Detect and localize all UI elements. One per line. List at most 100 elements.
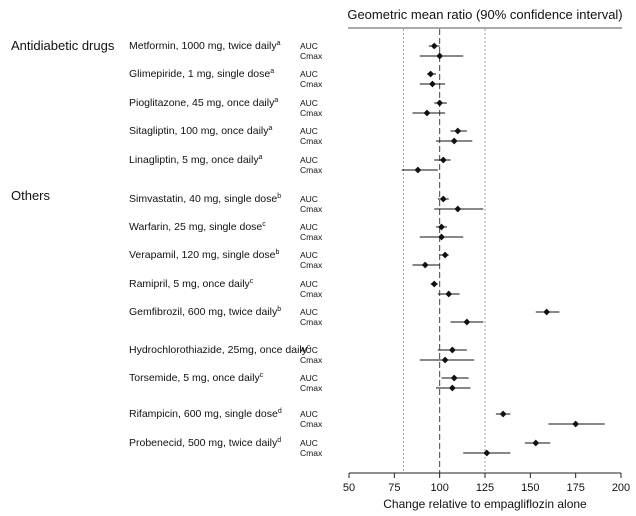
estimate-marker bbox=[430, 42, 438, 50]
estimate-marker bbox=[445, 290, 453, 298]
estimate-marker bbox=[427, 70, 434, 78]
footnote-marker: a bbox=[270, 68, 274, 75]
metric-label-auc: AUC bbox=[300, 155, 318, 165]
metric-label-auc: AUC bbox=[300, 279, 318, 289]
metric-label-cmax: Cmax bbox=[300, 355, 323, 365]
metric-label-cmax: Cmax bbox=[300, 108, 323, 118]
estimate-marker bbox=[441, 356, 449, 364]
drug-label: Gemfibrozil, 600 mg, twice dailyb bbox=[129, 306, 281, 318]
estimate-marker bbox=[421, 261, 429, 269]
metric-labels: AUCCmaxAUCCmaxAUCCmaxAUCCmaxAUCCmaxAUCCm… bbox=[300, 41, 323, 458]
estimate-marker bbox=[463, 318, 471, 326]
footnote-marker: b bbox=[276, 249, 280, 256]
estimate-marker bbox=[441, 251, 449, 259]
estimate-marker bbox=[532, 439, 540, 447]
metric-label-auc: AUC bbox=[300, 438, 318, 448]
metric-label-cmax: Cmax bbox=[300, 260, 323, 270]
group-label: Others bbox=[11, 188, 51, 203]
footnote-marker: b bbox=[277, 193, 281, 200]
estimate-marker bbox=[438, 233, 445, 241]
estimate-marker bbox=[429, 80, 436, 88]
metric-label-auc: AUC bbox=[300, 345, 318, 355]
metric-label-cmax: Cmax bbox=[300, 232, 323, 242]
metric-label-cmax: Cmax bbox=[300, 165, 323, 175]
metric-label-cmax: Cmax bbox=[300, 419, 323, 429]
x-tick-label-125: 125 bbox=[476, 482, 494, 494]
footnote-marker: a bbox=[269, 125, 273, 132]
estimate-marker bbox=[572, 420, 580, 428]
metric-label-auc: AUC bbox=[300, 307, 318, 317]
estimate-marker bbox=[454, 205, 462, 213]
metric-label-auc: AUC bbox=[300, 69, 318, 79]
x-tick-label-150: 150 bbox=[521, 482, 539, 494]
x-tick-label-50: 50 bbox=[343, 482, 355, 494]
metric-label-auc: AUC bbox=[300, 409, 318, 419]
metric-label-cmax: Cmax bbox=[300, 79, 323, 89]
footnote-marker: d bbox=[277, 437, 281, 444]
footnote-marker: c bbox=[250, 278, 254, 285]
estimate-marker bbox=[430, 280, 438, 288]
drug-label: Warfarin, 25 mg, single dosec bbox=[129, 221, 266, 233]
reference-lines bbox=[402, 29, 486, 473]
metric-label-auc: AUC bbox=[300, 250, 318, 260]
footnote-marker: a bbox=[274, 97, 278, 104]
drug-labels: Metformin, 1000 mg, twice dailya Glimepir… bbox=[129, 40, 311, 449]
footnote-marker: c bbox=[260, 372, 264, 379]
metric-label-auc: AUC bbox=[300, 98, 318, 108]
metric-label-cmax: Cmax bbox=[300, 289, 323, 299]
estimate-marker bbox=[448, 346, 456, 354]
footnote-marker: a bbox=[259, 154, 263, 161]
metric-label-cmax: Cmax bbox=[300, 136, 323, 146]
estimate-marker bbox=[448, 384, 456, 392]
drug-label: Rifampicin, 600 mg, single dosed bbox=[129, 408, 282, 420]
drug-label: Pioglitazone, 45 mg, once dailya bbox=[129, 97, 278, 109]
drug-label: Metformin, 1000 mg, twice dailya bbox=[129, 40, 281, 52]
drug-label: Glimepiride, 1 mg, single dosea bbox=[129, 68, 274, 80]
x-axis: 50 75 100 125 150 175 200 bbox=[343, 472, 630, 494]
metric-label-cmax: Cmax bbox=[300, 204, 323, 214]
drug-label: Probenecid, 500 mg, twice dailyd bbox=[129, 437, 281, 449]
estimate-marker bbox=[454, 127, 462, 135]
estimate-marker bbox=[423, 109, 431, 117]
group-labels: Antidiabetic drugs Others bbox=[11, 38, 115, 203]
footnote-marker: c bbox=[307, 344, 311, 351]
x-tick-label-100: 100 bbox=[430, 482, 448, 494]
drug-label: Hydrochlorothiazide, 25mg, once dailyc bbox=[129, 344, 311, 356]
estimate-marker bbox=[450, 374, 458, 382]
drug-label: Ramipril, 5 mg, once dailyc bbox=[129, 278, 254, 290]
footnote-marker: b bbox=[277, 306, 281, 313]
drug-label: Sitagliptin, 100 mg, once dailya bbox=[129, 125, 273, 137]
estimate-marker bbox=[439, 156, 447, 164]
drug-label: Linagliptin, 5 mg, once dailya bbox=[129, 154, 263, 166]
metric-label-auc: AUC bbox=[300, 126, 318, 136]
metric-label-auc: AUC bbox=[300, 41, 318, 51]
drug-label: Simvastatin, 40 mg, single doseb bbox=[129, 193, 281, 205]
estimate-marker bbox=[436, 99, 444, 107]
footnote-marker: a bbox=[277, 40, 281, 47]
estimate-marker bbox=[450, 137, 458, 145]
metric-label-auc: AUC bbox=[300, 373, 318, 383]
estimate-marker bbox=[438, 223, 445, 231]
estimate-marker bbox=[483, 449, 491, 457]
group-label: Antidiabetic drugs bbox=[11, 38, 115, 53]
metric-label-cmax: Cmax bbox=[300, 51, 323, 61]
estimate-marker bbox=[499, 410, 507, 418]
drug-label: Verapamil, 120 mg, single doseb bbox=[129, 249, 280, 261]
metric-label-cmax: Cmax bbox=[300, 383, 323, 393]
metric-label-auc: AUC bbox=[300, 194, 318, 204]
estimate-marker bbox=[439, 195, 447, 203]
x-tick-label-75: 75 bbox=[388, 482, 400, 494]
metric-label-cmax: Cmax bbox=[300, 448, 323, 458]
drug-label: Torsemide, 5 mg, once dailyc bbox=[129, 372, 264, 384]
metric-label-cmax: Cmax bbox=[300, 317, 323, 327]
footnote-marker: d bbox=[278, 408, 282, 415]
estimate-marks bbox=[401, 42, 605, 457]
x-tick-label-200: 200 bbox=[612, 482, 630, 494]
estimate-marker bbox=[414, 166, 422, 174]
estimate-marker bbox=[543, 308, 551, 316]
x-axis-label: Change relative to empagliflozin alone bbox=[383, 497, 587, 511]
metric-label-auc: AUC bbox=[300, 222, 318, 232]
estimate-marker bbox=[436, 52, 444, 60]
